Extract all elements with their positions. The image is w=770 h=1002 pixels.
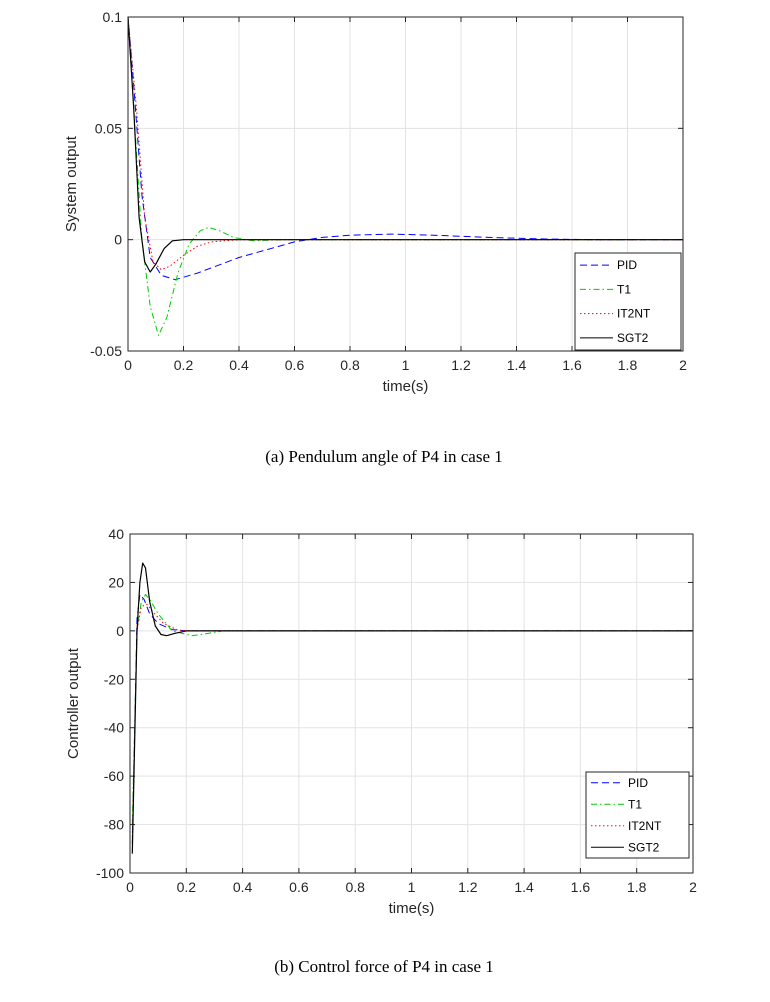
legend-entry: T1	[628, 797, 642, 811]
y-tick-label: 0	[114, 232, 122, 248]
x-tick-label: 1.2	[458, 879, 478, 895]
series-line-sgt2	[131, 562, 693, 854]
x-tick-label: 1.4	[514, 879, 534, 895]
figure-caption: (a) Pendulum angle of P4 in case 1	[265, 447, 502, 466]
legend-entry: PID	[628, 776, 648, 790]
x-tick-label: 0.2	[177, 879, 197, 895]
x-tick-label: 0.2	[174, 357, 194, 373]
x-tick-label: 1.2	[451, 357, 471, 373]
y-tick-label: 20	[108, 574, 124, 590]
x-tick-label: 0.6	[289, 879, 309, 895]
series-line-pid	[127, 16, 683, 281]
x-tick-label: 0.8	[345, 879, 365, 895]
y-tick-label: -20	[104, 671, 124, 687]
legend-entry: T1	[617, 282, 631, 296]
y-axis-label: Controller output	[65, 647, 82, 759]
y-tick-label: -40	[104, 720, 124, 736]
x-tick-label: 2	[679, 357, 687, 373]
legend-entry: IT2NT	[617, 307, 651, 321]
axes-box	[129, 533, 694, 874]
y-tick-label: 0.1	[103, 9, 123, 25]
x-tick-label: 0.8	[340, 357, 360, 373]
x-tick-label: 0.6	[285, 357, 305, 373]
x-tick-label: 1.6	[562, 357, 582, 373]
axes-box	[127, 16, 684, 352]
y-axis-label: System output	[63, 135, 80, 232]
x-tick-label: 1.6	[571, 879, 591, 895]
x-tick-label: 0.4	[233, 879, 253, 895]
y-tick-label: -60	[104, 768, 124, 784]
chart-0: 0 0.2 0.4 0.6 0.8 1 1.2 1.4 1.6 1.8 2-0.0500.050.1…	[63, 9, 687, 466]
chart-1: 0 0.2 0.4 0.6 0.8 1 1.2 1.4 1.6 1.8 2 -100 -80 -60 -40…	[65, 526, 697, 976]
legend-entry: PID	[617, 258, 637, 272]
legend-box	[585, 771, 690, 859]
x-axis-label: time(s)	[383, 378, 429, 395]
y-tick-label: -100	[96, 865, 124, 881]
y-tick-label: 0.05	[95, 120, 122, 136]
legend-entry: SGT2	[617, 331, 649, 345]
y-tick-label: 40	[108, 526, 124, 542]
y-tick-label: -80	[104, 817, 124, 833]
x-tick-label: 0	[124, 357, 132, 373]
x-tick-label: 1.4	[507, 357, 527, 373]
x-tick-label: 1	[402, 357, 410, 373]
figure-caption: (b) Control force of P4 in case 1	[274, 957, 494, 976]
x-tick-label: 0	[126, 879, 134, 895]
x-tick-label: 1	[408, 879, 416, 895]
legend-entry: IT2NT	[628, 819, 662, 833]
series-line-sgt2	[127, 16, 683, 273]
legend-entry: SGT2	[628, 840, 660, 854]
y-tick-label: -0.05	[90, 343, 122, 359]
x-tick-label: 0.4	[229, 357, 249, 373]
series-line-it2nt	[127, 16, 683, 271]
x-tick-label: 1.8	[627, 879, 647, 895]
legend-box	[574, 252, 682, 351]
x-tick-label: 2	[689, 879, 697, 895]
x-axis-label: time(s)	[389, 900, 435, 917]
x-tick-label: 1.8	[618, 357, 638, 373]
legend: PID T1 IT2NT SGT2	[585, 771, 690, 859]
legend: PID T1 IT2NT SGT2	[574, 252, 682, 351]
y-tick-label: 0	[116, 623, 124, 639]
